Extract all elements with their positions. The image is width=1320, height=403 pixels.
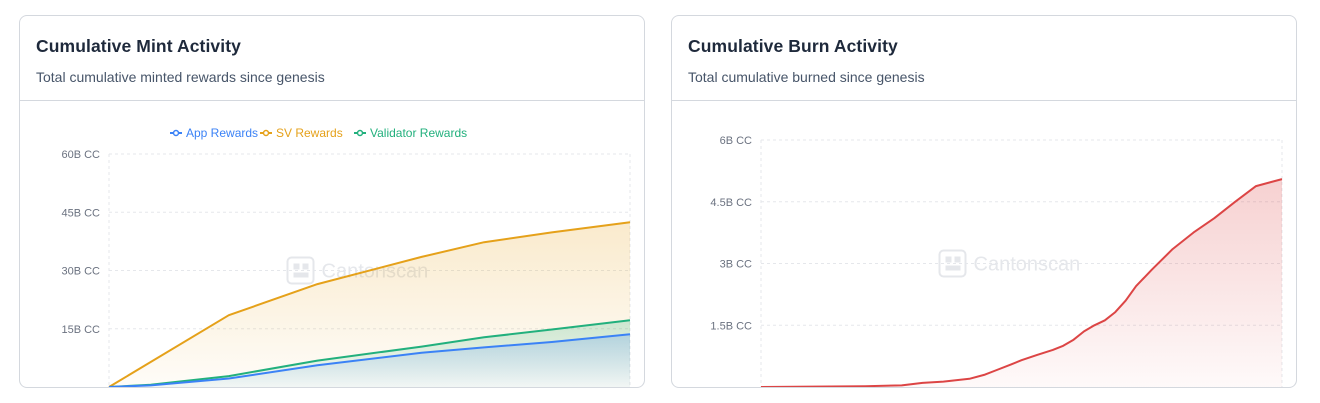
y-tick-label: 3B CC	[720, 259, 752, 271]
watermark-text: Cantonscan	[974, 254, 1081, 276]
watermark-logo-icon	[938, 249, 967, 278]
y-tick-label: 60B CC	[61, 149, 100, 161]
y-tick-label: 30B CC	[61, 266, 100, 278]
legend-label: App Rewards	[186, 126, 258, 140]
legend-label: SV Rewards	[276, 126, 343, 140]
burn-card-subtitle: Total cumulative burned since genesis	[688, 69, 925, 85]
y-tick-label: 4.5B CC	[710, 197, 752, 209]
mint-card-header: Cumulative Mint Activity Total cumulativ…	[20, 16, 644, 101]
mint-card-subtitle: Total cumulative minted rewards since ge…	[36, 69, 325, 85]
legend-dot-icon	[356, 129, 364, 137]
y-tick-label: 1.5B CC	[710, 320, 752, 332]
series-area	[761, 179, 1282, 387]
burn-activity-card: Cumulative Burn Activity Total cumulativ…	[671, 15, 1297, 388]
legend: App Rewards SV Rewards Validator Rewards	[170, 126, 467, 140]
legend-item[interactable]: App Rewards	[170, 126, 258, 140]
mint-activity-card: Cumulative Mint Activity Total cumulativ…	[19, 15, 645, 388]
burn-card-title: Cumulative Burn Activity	[688, 36, 898, 56]
y-axis: 15B CC 30B CC 45B CC 60B CC	[61, 149, 100, 336]
watermark: Cantonscan	[938, 249, 1081, 278]
burn-card-header: Cumulative Burn Activity Total cumulativ…	[672, 16, 1296, 101]
mint-card-title: Cumulative Mint Activity	[36, 36, 241, 56]
legend-label: Validator Rewards	[370, 126, 467, 140]
legend-item[interactable]: SV Rewards	[260, 126, 343, 140]
y-tick-label: 6B CC	[720, 135, 752, 147]
series-area	[109, 334, 630, 387]
watermark-logo-icon	[286, 256, 315, 285]
burn-chart[interactable]: Cantonscan 1.5B CC 3B CC 4.5B CC 6B CC	[672, 101, 1296, 387]
series-line[interactable]	[760, 178, 1283, 387]
legend-dot-icon	[172, 129, 180, 137]
series-line[interactable]	[108, 221, 631, 387]
legend-dot-icon	[262, 129, 270, 137]
y-tick-label: 15B CC	[61, 324, 100, 336]
y-tick-label: 45B CC	[61, 207, 100, 219]
legend-item[interactable]: Validator Rewards	[354, 126, 467, 140]
y-axis: 1.5B CC 3B CC 4.5B CC 6B CC	[710, 135, 752, 332]
series-line[interactable]	[108, 333, 631, 387]
